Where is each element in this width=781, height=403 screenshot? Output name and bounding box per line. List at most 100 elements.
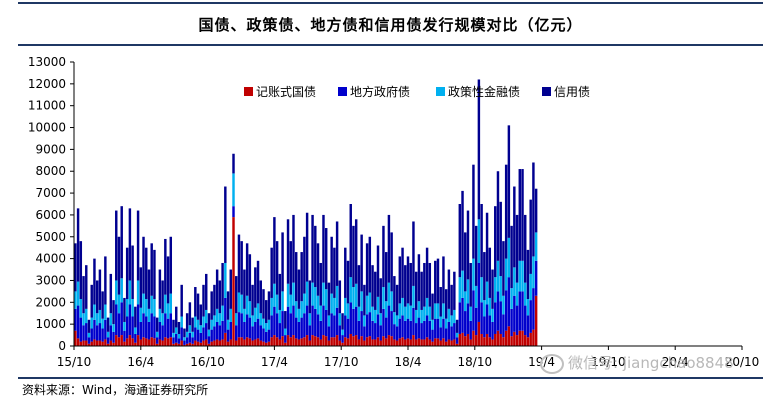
bar-stack bbox=[275, 241, 279, 346]
bar-segment bbox=[491, 269, 494, 309]
bar-segment bbox=[87, 337, 91, 344]
bar-segment bbox=[333, 297, 336, 316]
bar-segment bbox=[434, 303, 437, 319]
bar-segment bbox=[423, 320, 426, 340]
bar-segment bbox=[322, 282, 325, 306]
bar-segment bbox=[453, 309, 456, 324]
bar-stack bbox=[344, 247, 347, 346]
bar-segment bbox=[518, 260, 522, 292]
bar-segment bbox=[90, 317, 93, 329]
bar-segment bbox=[338, 340, 342, 346]
bar-segment bbox=[485, 304, 489, 334]
bar-segment bbox=[412, 307, 415, 336]
bar-stack bbox=[333, 247, 336, 346]
bar-segment bbox=[534, 188, 538, 233]
bar-segment bbox=[169, 313, 173, 338]
bar-segment bbox=[428, 306, 432, 321]
bar-stack bbox=[483, 252, 486, 346]
bar-stack bbox=[109, 273, 113, 346]
bar-segment bbox=[447, 339, 451, 346]
bar-segment bbox=[379, 313, 382, 326]
bar-segment bbox=[142, 293, 145, 314]
bar-segment bbox=[76, 208, 80, 282]
bar-segment bbox=[180, 316, 183, 328]
bar-segment bbox=[483, 337, 486, 346]
bar-stack bbox=[510, 225, 513, 346]
bar-segment bbox=[513, 186, 516, 268]
bar-segment bbox=[499, 333, 502, 346]
x-tick-label: 18/4 bbox=[395, 355, 422, 369]
bar-stack bbox=[142, 236, 145, 346]
bar-segment bbox=[404, 339, 407, 346]
bar-segment bbox=[259, 340, 262, 346]
bar-segment bbox=[120, 302, 123, 336]
bar-segment bbox=[232, 217, 235, 346]
bar-stack bbox=[164, 238, 167, 346]
x-tick-label: 19/10 bbox=[591, 355, 626, 369]
bar-segment bbox=[120, 278, 123, 303]
bar-segment bbox=[414, 323, 418, 340]
bar-segment bbox=[469, 306, 472, 321]
bar-segment bbox=[483, 252, 486, 301]
bar-segment bbox=[104, 256, 107, 305]
bar-segment bbox=[496, 260, 500, 292]
bar-segment bbox=[164, 313, 167, 338]
bar-segment bbox=[292, 335, 295, 346]
bar-segment bbox=[431, 319, 434, 330]
bar-segment bbox=[360, 311, 363, 337]
bar-segment bbox=[243, 269, 246, 309]
bar-segment bbox=[243, 308, 246, 322]
bar-segment bbox=[404, 306, 407, 321]
bar-stack bbox=[131, 245, 134, 346]
bar-segment bbox=[382, 308, 385, 337]
bar-segment bbox=[109, 313, 113, 326]
bar-stack bbox=[524, 214, 527, 346]
bar-stack bbox=[297, 269, 301, 346]
bar-segment bbox=[106, 317, 110, 332]
bar-segment bbox=[453, 339, 456, 346]
bar-segment bbox=[172, 319, 175, 333]
bar-segment bbox=[455, 343, 459, 346]
bar-segment bbox=[229, 308, 232, 322]
bar-stack bbox=[464, 232, 467, 346]
bar-segment bbox=[330, 236, 333, 294]
bar-segment bbox=[387, 214, 391, 283]
bar-segment bbox=[215, 269, 219, 309]
bar-segment bbox=[240, 294, 243, 314]
bar-segment bbox=[333, 337, 336, 346]
bar-segment bbox=[480, 277, 483, 303]
bar-segment bbox=[472, 290, 475, 331]
y-tick-label: 9000 bbox=[35, 142, 66, 156]
bar-segment bbox=[131, 299, 134, 317]
bar-segment bbox=[365, 337, 369, 346]
bar-segment bbox=[436, 258, 440, 304]
bar-segment bbox=[177, 321, 181, 334]
bar-segment bbox=[425, 247, 429, 298]
bar-segment bbox=[270, 247, 273, 298]
bar-segment bbox=[131, 316, 134, 339]
bar-segment bbox=[521, 169, 524, 261]
bar-segment bbox=[532, 329, 535, 346]
bar-stack bbox=[496, 171, 500, 346]
bar-segment bbox=[379, 325, 382, 341]
bar-segment bbox=[264, 323, 268, 332]
bar-segment bbox=[237, 312, 241, 338]
bar-segment bbox=[502, 295, 505, 315]
bar-segment bbox=[401, 247, 404, 298]
bar-stack bbox=[338, 280, 342, 346]
bar-segment bbox=[95, 340, 99, 346]
bar-segment bbox=[142, 313, 145, 338]
bar-stack bbox=[434, 260, 437, 346]
bar-segment bbox=[458, 204, 462, 278]
bar-segment bbox=[286, 335, 290, 346]
bar-stack bbox=[90, 284, 93, 346]
bar-segment bbox=[371, 265, 374, 307]
watermark: 微信号: jiangchao8848 bbox=[540, 352, 734, 374]
bar-segment bbox=[314, 287, 317, 309]
bar-segment bbox=[275, 313, 279, 338]
bar-segment bbox=[524, 335, 527, 346]
bar-stack bbox=[120, 206, 123, 346]
bar-segment bbox=[341, 342, 344, 346]
bar-stack bbox=[485, 212, 489, 346]
bar-stack bbox=[251, 284, 254, 346]
